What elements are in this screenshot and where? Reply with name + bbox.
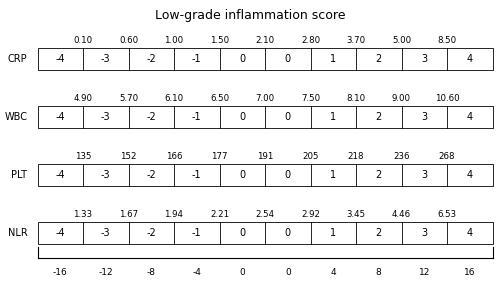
Text: 5.70: 5.70 — [119, 94, 138, 103]
Text: 166: 166 — [166, 152, 182, 161]
Text: 2.92: 2.92 — [301, 210, 320, 219]
Text: 1.00: 1.00 — [164, 36, 184, 45]
Text: 0: 0 — [284, 170, 291, 180]
Text: 2: 2 — [376, 54, 382, 64]
Text: 1.33: 1.33 — [74, 210, 92, 219]
Text: 3: 3 — [421, 170, 428, 180]
Text: 0: 0 — [240, 268, 245, 277]
Text: 4: 4 — [466, 170, 473, 180]
Bar — [38, 48, 492, 70]
Text: 2.10: 2.10 — [256, 36, 274, 45]
Text: -3: -3 — [101, 228, 110, 238]
Text: 4: 4 — [330, 268, 336, 277]
Text: 0.10: 0.10 — [74, 36, 92, 45]
Text: 1.50: 1.50 — [210, 36, 229, 45]
Text: 236: 236 — [393, 152, 410, 161]
Text: 0: 0 — [284, 54, 291, 64]
Text: 9.00: 9.00 — [392, 94, 411, 103]
Text: -2: -2 — [146, 228, 156, 238]
Text: 6.53: 6.53 — [438, 210, 456, 219]
Text: 3: 3 — [421, 112, 428, 122]
Text: WBC: WBC — [4, 112, 28, 122]
Text: 6.50: 6.50 — [210, 94, 229, 103]
Text: 177: 177 — [211, 152, 228, 161]
Text: 0.60: 0.60 — [119, 36, 138, 45]
Text: 2.54: 2.54 — [256, 210, 274, 219]
Text: 4: 4 — [466, 54, 473, 64]
Text: 8.10: 8.10 — [346, 94, 366, 103]
Text: -1: -1 — [192, 170, 202, 180]
Text: 135: 135 — [75, 152, 91, 161]
Text: 2: 2 — [376, 112, 382, 122]
Text: 191: 191 — [257, 152, 273, 161]
Text: -3: -3 — [101, 170, 110, 180]
Text: -1: -1 — [192, 228, 202, 238]
Text: -3: -3 — [101, 112, 110, 122]
Text: 3: 3 — [421, 228, 428, 238]
Text: 2: 2 — [376, 170, 382, 180]
Text: 268: 268 — [439, 152, 455, 161]
Text: 8: 8 — [376, 268, 382, 277]
Text: 0: 0 — [285, 268, 290, 277]
Text: 0: 0 — [284, 112, 291, 122]
Text: 4.46: 4.46 — [392, 210, 411, 219]
Text: Low-grade inflammation score: Low-grade inflammation score — [155, 9, 345, 22]
Text: 0: 0 — [239, 54, 246, 64]
Text: -4: -4 — [56, 170, 65, 180]
Text: 0: 0 — [239, 112, 246, 122]
Text: -2: -2 — [146, 54, 156, 64]
Text: 0: 0 — [284, 228, 291, 238]
Text: 16: 16 — [464, 268, 475, 277]
Text: 2.21: 2.21 — [210, 210, 229, 219]
Text: 12: 12 — [418, 268, 430, 277]
Text: 3.70: 3.70 — [346, 36, 366, 45]
Text: 1: 1 — [330, 112, 336, 122]
Text: -16: -16 — [53, 268, 68, 277]
Text: -4: -4 — [56, 54, 65, 64]
Text: 1.94: 1.94 — [164, 210, 184, 219]
Bar — [38, 222, 492, 244]
Text: 7.00: 7.00 — [256, 94, 274, 103]
Text: -2: -2 — [146, 170, 156, 180]
Text: 5.00: 5.00 — [392, 36, 411, 45]
Bar — [38, 164, 492, 186]
Text: -2: -2 — [146, 112, 156, 122]
Text: 4: 4 — [466, 112, 473, 122]
Text: 1.67: 1.67 — [119, 210, 138, 219]
Text: CRP: CRP — [8, 54, 28, 64]
Text: 6.10: 6.10 — [164, 94, 184, 103]
Text: 7.50: 7.50 — [301, 94, 320, 103]
Text: -4: -4 — [192, 268, 201, 277]
Text: 3.45: 3.45 — [346, 210, 366, 219]
Text: 4.90: 4.90 — [74, 94, 92, 103]
Text: 8.50: 8.50 — [438, 36, 456, 45]
Text: 2.80: 2.80 — [301, 36, 320, 45]
Text: 0: 0 — [239, 170, 246, 180]
Text: 4: 4 — [466, 228, 473, 238]
Text: 0: 0 — [239, 228, 246, 238]
Text: -1: -1 — [192, 54, 202, 64]
Text: 1: 1 — [330, 54, 336, 64]
Text: 2: 2 — [376, 228, 382, 238]
Text: -1: -1 — [192, 112, 202, 122]
Bar — [38, 106, 492, 128]
Text: -8: -8 — [147, 268, 156, 277]
Text: NLR: NLR — [8, 228, 28, 238]
Text: -3: -3 — [101, 54, 110, 64]
Text: -4: -4 — [56, 228, 65, 238]
Text: 1: 1 — [330, 170, 336, 180]
Text: 205: 205 — [302, 152, 319, 161]
Text: 10.60: 10.60 — [434, 94, 460, 103]
Text: 152: 152 — [120, 152, 137, 161]
Text: -4: -4 — [56, 112, 65, 122]
Text: -12: -12 — [98, 268, 113, 277]
Text: PLT: PLT — [12, 170, 28, 180]
Text: 218: 218 — [348, 152, 364, 161]
Text: 1: 1 — [330, 228, 336, 238]
Text: 3: 3 — [421, 54, 428, 64]
